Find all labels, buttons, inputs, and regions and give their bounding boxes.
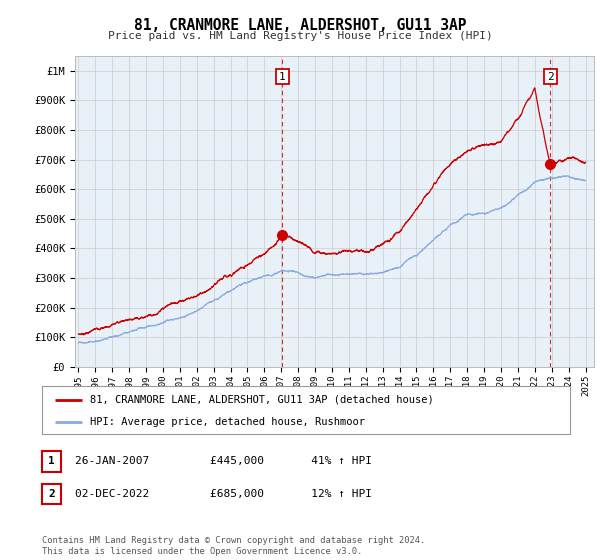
Text: 02-DEC-2022         £685,000       12% ↑ HPI: 02-DEC-2022 £685,000 12% ↑ HPI — [75, 489, 372, 499]
Text: 1: 1 — [279, 72, 286, 82]
Text: 2: 2 — [48, 489, 55, 499]
Text: 2: 2 — [547, 72, 554, 82]
Text: 26-JAN-2007         £445,000       41% ↑ HPI: 26-JAN-2007 £445,000 41% ↑ HPI — [75, 456, 372, 466]
Text: 1: 1 — [48, 456, 55, 466]
Text: Price paid vs. HM Land Registry's House Price Index (HPI): Price paid vs. HM Land Registry's House … — [107, 31, 493, 41]
Text: 81, CRANMORE LANE, ALDERSHOT, GU11 3AP: 81, CRANMORE LANE, ALDERSHOT, GU11 3AP — [134, 18, 466, 33]
Text: Contains HM Land Registry data © Crown copyright and database right 2024.
This d: Contains HM Land Registry data © Crown c… — [42, 536, 425, 556]
Text: 81, CRANMORE LANE, ALDERSHOT, GU11 3AP (detached house): 81, CRANMORE LANE, ALDERSHOT, GU11 3AP (… — [89, 395, 433, 405]
Text: HPI: Average price, detached house, Rushmoor: HPI: Average price, detached house, Rush… — [89, 417, 365, 427]
